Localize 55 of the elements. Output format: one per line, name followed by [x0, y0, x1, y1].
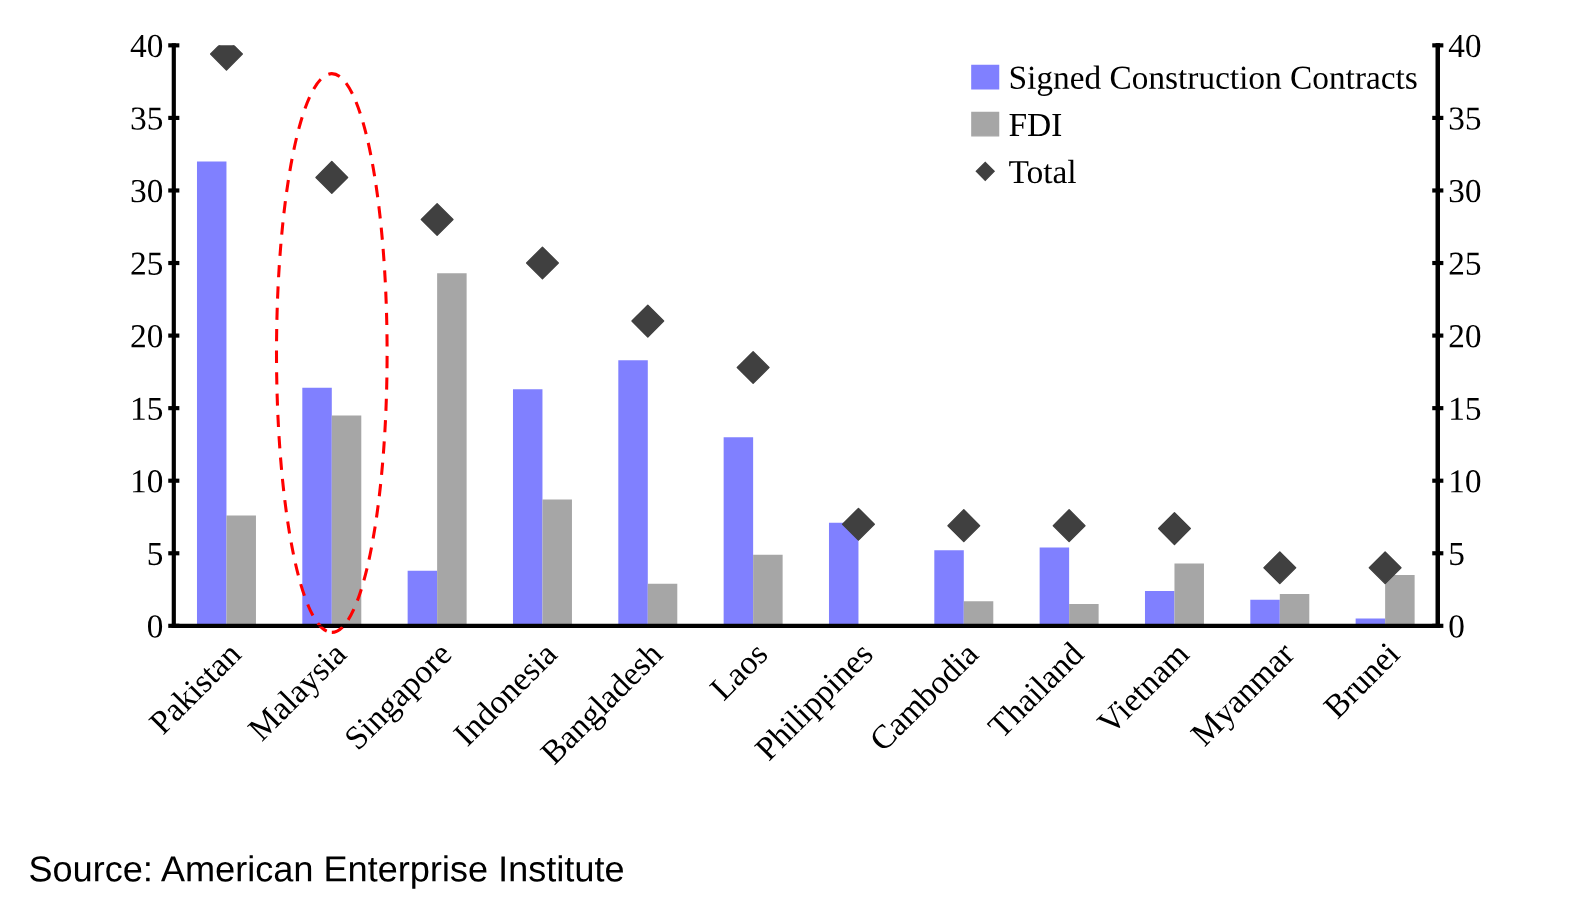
point — [315, 160, 349, 194]
point — [1052, 509, 1086, 543]
bar — [542, 499, 572, 626]
legend-label: Signed Construction Contracts — [1010, 65, 1417, 96]
bar — [226, 515, 256, 626]
point — [631, 304, 665, 338]
y-tick-label: 5 — [148, 543, 163, 566]
bar — [1069, 604, 1099, 626]
bar — [618, 360, 648, 626]
bar — [1250, 599, 1280, 626]
y2-tick-label: 20 — [1449, 324, 1481, 348]
bar — [934, 550, 964, 626]
y-tick-label: 35 — [131, 107, 163, 130]
y-tick-label: 0 — [147, 615, 163, 638]
bar — [1039, 547, 1070, 626]
source-note: Source: American Enterprise Institute — [30, 855, 623, 889]
bar — [331, 415, 362, 626]
bar — [1279, 593, 1310, 626]
point — [1368, 551, 1402, 585]
point — [1263, 551, 1297, 585]
y-tick-label: 30 — [131, 179, 163, 203]
y2-tick-label: 30 — [1449, 179, 1481, 203]
bar — [753, 554, 783, 626]
point — [841, 507, 875, 541]
bar — [723, 437, 754, 626]
y2-tick-label: 25 — [1449, 252, 1481, 275]
bar — [828, 522, 859, 626]
point — [947, 509, 981, 543]
legend-label: Total — [1009, 159, 1076, 184]
y-tick-label: 25 — [131, 252, 163, 275]
point — [736, 350, 770, 385]
y2-tick-label: 10 — [1451, 470, 1481, 493]
y2-tick-label: 35 — [1449, 107, 1481, 130]
y-tick-label: 10 — [132, 470, 163, 493]
point — [1157, 512, 1191, 546]
y2-tick-label: 40 — [1448, 34, 1481, 58]
bar — [1174, 563, 1204, 626]
y2-tick-label: 0 — [1449, 615, 1464, 638]
point — [420, 202, 454, 237]
bar — [1144, 591, 1175, 626]
bar — [647, 583, 678, 626]
y-tick-label: 20 — [131, 324, 163, 348]
y2-tick-label: 15 — [1451, 397, 1481, 421]
y-tick-label: 15 — [132, 397, 163, 421]
y2-tick-label: 5 — [1450, 543, 1464, 566]
bar — [1385, 575, 1415, 626]
bar — [407, 570, 438, 626]
bar — [302, 387, 332, 626]
bar — [196, 161, 227, 626]
bar — [963, 601, 994, 626]
bar — [512, 389, 543, 626]
bar — [437, 273, 467, 626]
legend-label: FDI — [1009, 114, 1062, 136]
y-tick-label: 40 — [130, 34, 163, 58]
point — [525, 246, 559, 280]
